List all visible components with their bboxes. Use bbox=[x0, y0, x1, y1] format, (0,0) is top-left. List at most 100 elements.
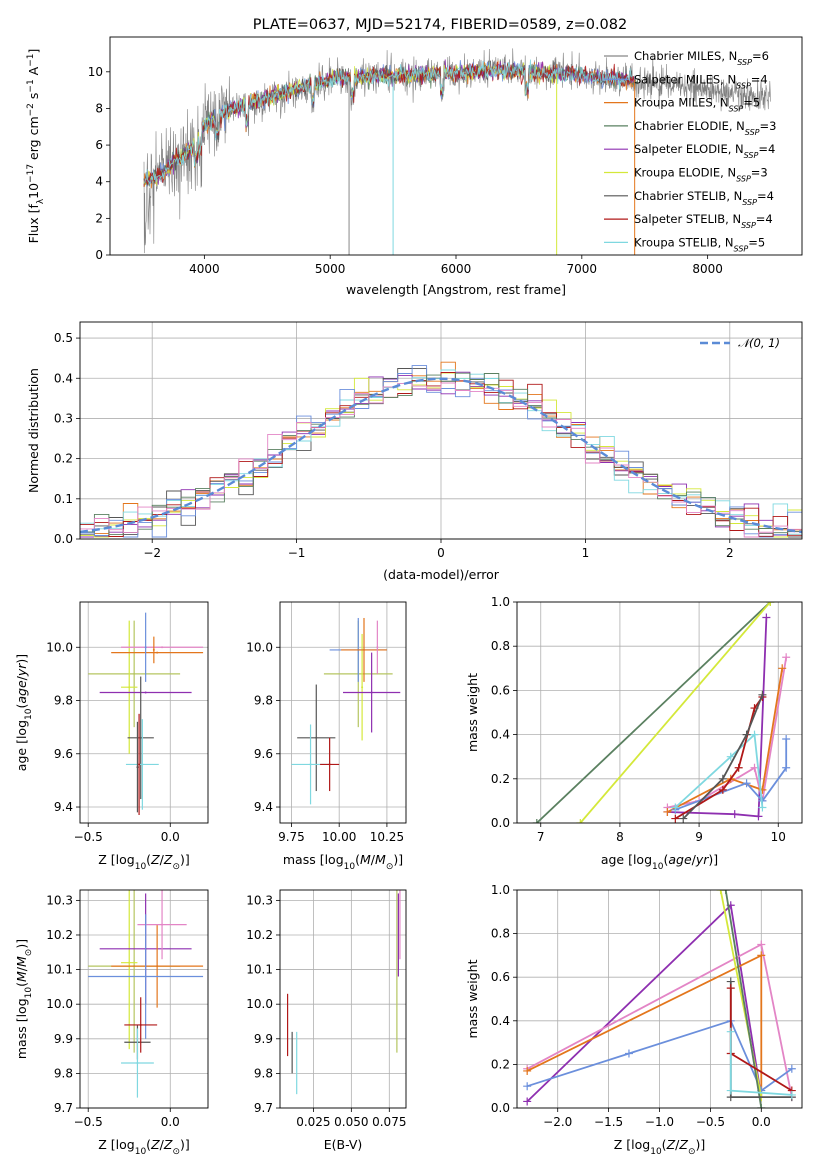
legend-entry: Chabrier STELIB, NSSP=4 bbox=[634, 189, 774, 207]
y-tick-label: 9.4 bbox=[54, 800, 73, 814]
data-point bbox=[309, 763, 312, 766]
x-tick-label: −1 bbox=[288, 546, 306, 560]
y-tick-label: 9.7 bbox=[54, 1101, 73, 1115]
x-tick-label: 5000 bbox=[315, 262, 346, 276]
y-tick-label: 0.2 bbox=[491, 1057, 510, 1071]
y-tick-label: 9.8 bbox=[54, 694, 73, 708]
data-point bbox=[133, 672, 136, 675]
y-tick-label: 0.0 bbox=[491, 816, 510, 830]
plot-area-mass_vs_EBV bbox=[286, 890, 401, 1095]
gaussian-curve bbox=[80, 377, 802, 534]
x-tick-label: 0.0 bbox=[161, 830, 180, 844]
x-tick-label: 8000 bbox=[692, 262, 723, 276]
weight-marker bbox=[742, 730, 751, 739]
legend-entry: Chabrier ELODIE, NSSP=3 bbox=[634, 119, 776, 137]
axes-frame bbox=[279, 601, 407, 824]
data-point bbox=[152, 648, 155, 651]
weight-line bbox=[682, 694, 764, 820]
data-point bbox=[315, 736, 318, 739]
x-tick-label: −0.5 bbox=[74, 1115, 103, 1129]
y-tick-label: 0.8 bbox=[491, 927, 510, 941]
plot-area-mass_weight_vs_age bbox=[532, 602, 791, 823]
y-tick-label: 0.4 bbox=[491, 728, 510, 742]
weight-marker bbox=[782, 735, 791, 744]
y-tick-label: 9.8 bbox=[54, 1066, 73, 1080]
legend-entry: Kroupa MILES, NSSP=5 bbox=[634, 96, 760, 114]
y-tick-label: 10.2 bbox=[246, 928, 273, 942]
weight-line bbox=[674, 732, 764, 809]
weight-marker bbox=[576, 819, 585, 823]
model-spectrum bbox=[143, 59, 632, 185]
y-tick-label: 9.8 bbox=[254, 1066, 273, 1080]
y-tick-label: 10.3 bbox=[46, 893, 73, 907]
weight-marker bbox=[750, 763, 759, 772]
panel-mass_weight_vs_Z: −2.0 −1.5 −1.0 −0.5 0.0 0.0 0.2 0.4 0.6 0.8 1.0 Z [… bbox=[465, 883, 803, 1157]
y-axis-label: mass weight bbox=[465, 673, 480, 752]
y-tick-label: 9.6 bbox=[254, 747, 273, 761]
y-tick-label: 10.3 bbox=[246, 893, 273, 907]
weight-line bbox=[579, 602, 771, 823]
y-tick-label: 0.8 bbox=[491, 639, 510, 653]
data-point bbox=[139, 1023, 142, 1026]
legend-spectrum: Chabrier MILES, NSSP=6 Salpeter MILES, NS… bbox=[604, 49, 776, 253]
legend-entry: Salpeter ELODIE, NSSP=4 bbox=[634, 142, 775, 160]
axes-frame bbox=[516, 601, 803, 824]
data-point bbox=[144, 646, 147, 649]
weight-line bbox=[667, 617, 768, 818]
weight-marker bbox=[721, 890, 730, 894]
weight-marker bbox=[766, 602, 775, 606]
weight-marker bbox=[734, 763, 743, 772]
x-tick-label: 1 bbox=[582, 546, 590, 560]
legend-entry: Chabrier MILES, NSSP=6 bbox=[634, 49, 769, 67]
weight-marker bbox=[532, 819, 541, 823]
y-tick-label: 9.8 bbox=[254, 694, 273, 708]
weight-marker bbox=[726, 752, 735, 761]
x-tick-label: −2.0 bbox=[543, 1115, 572, 1129]
x-axis-label: E(B-V) bbox=[324, 1137, 363, 1152]
x-axis-label: Z [log10(Z/Z⊙)] bbox=[98, 852, 190, 872]
legend-entry: 𝒩(0, 1) bbox=[738, 336, 780, 350]
x-tick-label: 6000 bbox=[441, 262, 472, 276]
panel-mass_weight_vs_age: 7 8 9 10 0.0 0.2 0.4 0.6 0.8 1.0 age [log10(age/yr… bbox=[465, 595, 803, 872]
weight-marker bbox=[762, 613, 771, 622]
x-tick-label: 9.75 bbox=[278, 830, 305, 844]
y-tick-label: 0.6 bbox=[491, 970, 510, 984]
weight-marker bbox=[523, 1082, 532, 1091]
y-tick-label: 0 bbox=[95, 248, 103, 262]
plot-area-spectrum bbox=[143, 48, 771, 255]
panel-residuals: −2 −1 0 1 2 0.0 0.1 0.2 0.3 0.4 0.5 𝒩(0, 1) (data-mo… bbox=[26, 321, 803, 582]
data-point bbox=[156, 651, 159, 654]
data-point bbox=[161, 923, 164, 926]
weight-marker bbox=[787, 1064, 796, 1073]
data-point bbox=[161, 646, 164, 649]
data-point bbox=[141, 763, 144, 766]
weight-marker bbox=[750, 730, 759, 739]
x-tick-label: 0.050 bbox=[334, 1115, 368, 1129]
weight-line bbox=[724, 890, 763, 1108]
legend-entry: Kroupa ELODIE, NSSP=3 bbox=[634, 166, 768, 184]
panel-mass_vs_EBV: 0.025 0.050 0.075 9.7 9.8 9.9 10.0 10.1 10.2 10.3… bbox=[246, 889, 406, 1152]
legend-entry: Salpeter STELIB, NSSP=4 bbox=[634, 212, 773, 230]
y-axis-label: age [log10(age/yr)] bbox=[14, 654, 34, 771]
weight-marker bbox=[624, 1049, 633, 1058]
y-axis-label: mass weight bbox=[465, 959, 480, 1038]
residual-histogram bbox=[80, 365, 802, 538]
y-tick-label: 10.1 bbox=[246, 963, 273, 977]
x-axis-label: mass [log10(M/M⊙)] bbox=[283, 852, 403, 872]
weight-marker bbox=[718, 785, 727, 794]
y-axis-label: Normed distribution bbox=[26, 368, 41, 493]
y-tick-label: 9.9 bbox=[254, 1032, 273, 1046]
x-tick-label: 10.00 bbox=[322, 830, 356, 844]
panel-age_vs_Z: −0.5 0.0 9.4 9.6 9.8 10.0 Z [log10(Z/Z⊙)] age [… bbox=[14, 601, 209, 872]
weight-marker bbox=[758, 690, 767, 699]
data-point bbox=[376, 646, 379, 649]
x-axis-label: age [log10(age/yr)] bbox=[601, 852, 718, 872]
weight-marker bbox=[671, 803, 680, 812]
data-point bbox=[136, 766, 139, 769]
panel-mass_vs_Z: −0.5 0.0 9.7 9.8 9.9 10.0 10.1 10.2 10.3 Z [log10… bbox=[14, 889, 209, 1157]
y-tick-label: 10.1 bbox=[46, 963, 73, 977]
weight-marker bbox=[523, 1097, 532, 1106]
weight-line bbox=[536, 602, 771, 823]
weight-marker bbox=[757, 940, 766, 949]
plot-area-age_vs_Z bbox=[88, 612, 204, 816]
